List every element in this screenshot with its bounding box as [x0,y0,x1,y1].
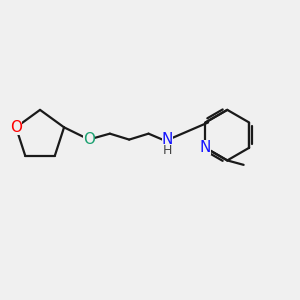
Text: N: N [200,140,211,155]
Text: O: O [10,120,22,135]
Text: O: O [83,132,95,147]
Text: H: H [163,144,172,158]
Text: N: N [162,132,173,147]
